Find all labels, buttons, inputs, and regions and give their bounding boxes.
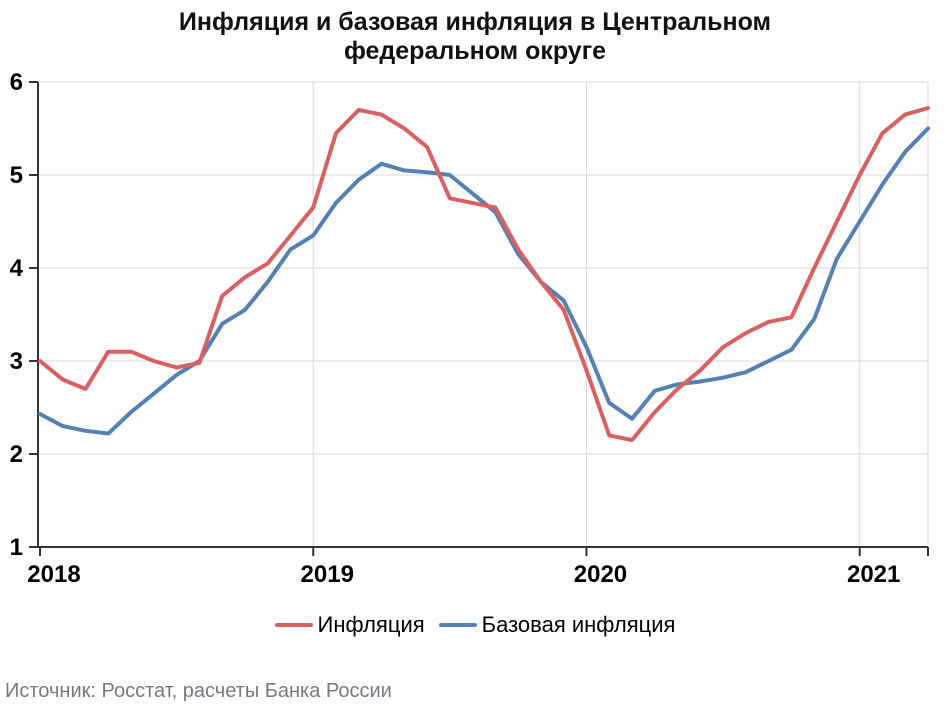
legend-label-core-inflation: Базовая инфляция (481, 612, 676, 637)
y-axis-label: 6 (10, 69, 23, 96)
x-axis-label: 2021 (847, 561, 900, 588)
y-axis-label: 2 (10, 441, 23, 468)
x-axis-label: 2020 (574, 561, 627, 588)
legend-label-inflation: Инфляция (317, 612, 425, 637)
x-axis-label: 2018 (27, 561, 80, 588)
inflation-line-swatch-icon (274, 623, 313, 627)
core-inflation-line-swatch-icon (438, 623, 477, 627)
core-inflation-line (38, 126, 930, 436)
legend-item-inflation: Инфляция (274, 612, 425, 638)
chart-title: Инфляция и базовая инфляция в Центрально… (0, 8, 950, 66)
inflation-line (38, 106, 930, 443)
y-axis-label: 1 (10, 534, 23, 561)
y-axis-label: 3 (10, 348, 23, 375)
x-axis-label: 2019 (301, 561, 354, 588)
chart-title-line1: Инфляция и базовая инфляция в Центрально… (178, 8, 772, 36)
chart-title-line2: федеральном округе (343, 37, 607, 65)
y-axis-label: 5 (10, 162, 23, 189)
legend-item-core-inflation: Базовая инфляция (438, 612, 676, 638)
chart-legend: Инфляция Базовая инфляция (0, 612, 950, 638)
y-axis-label: 4 (10, 255, 24, 282)
source-note: Источник: Росстат, расчеты Банка России (5, 680, 392, 702)
